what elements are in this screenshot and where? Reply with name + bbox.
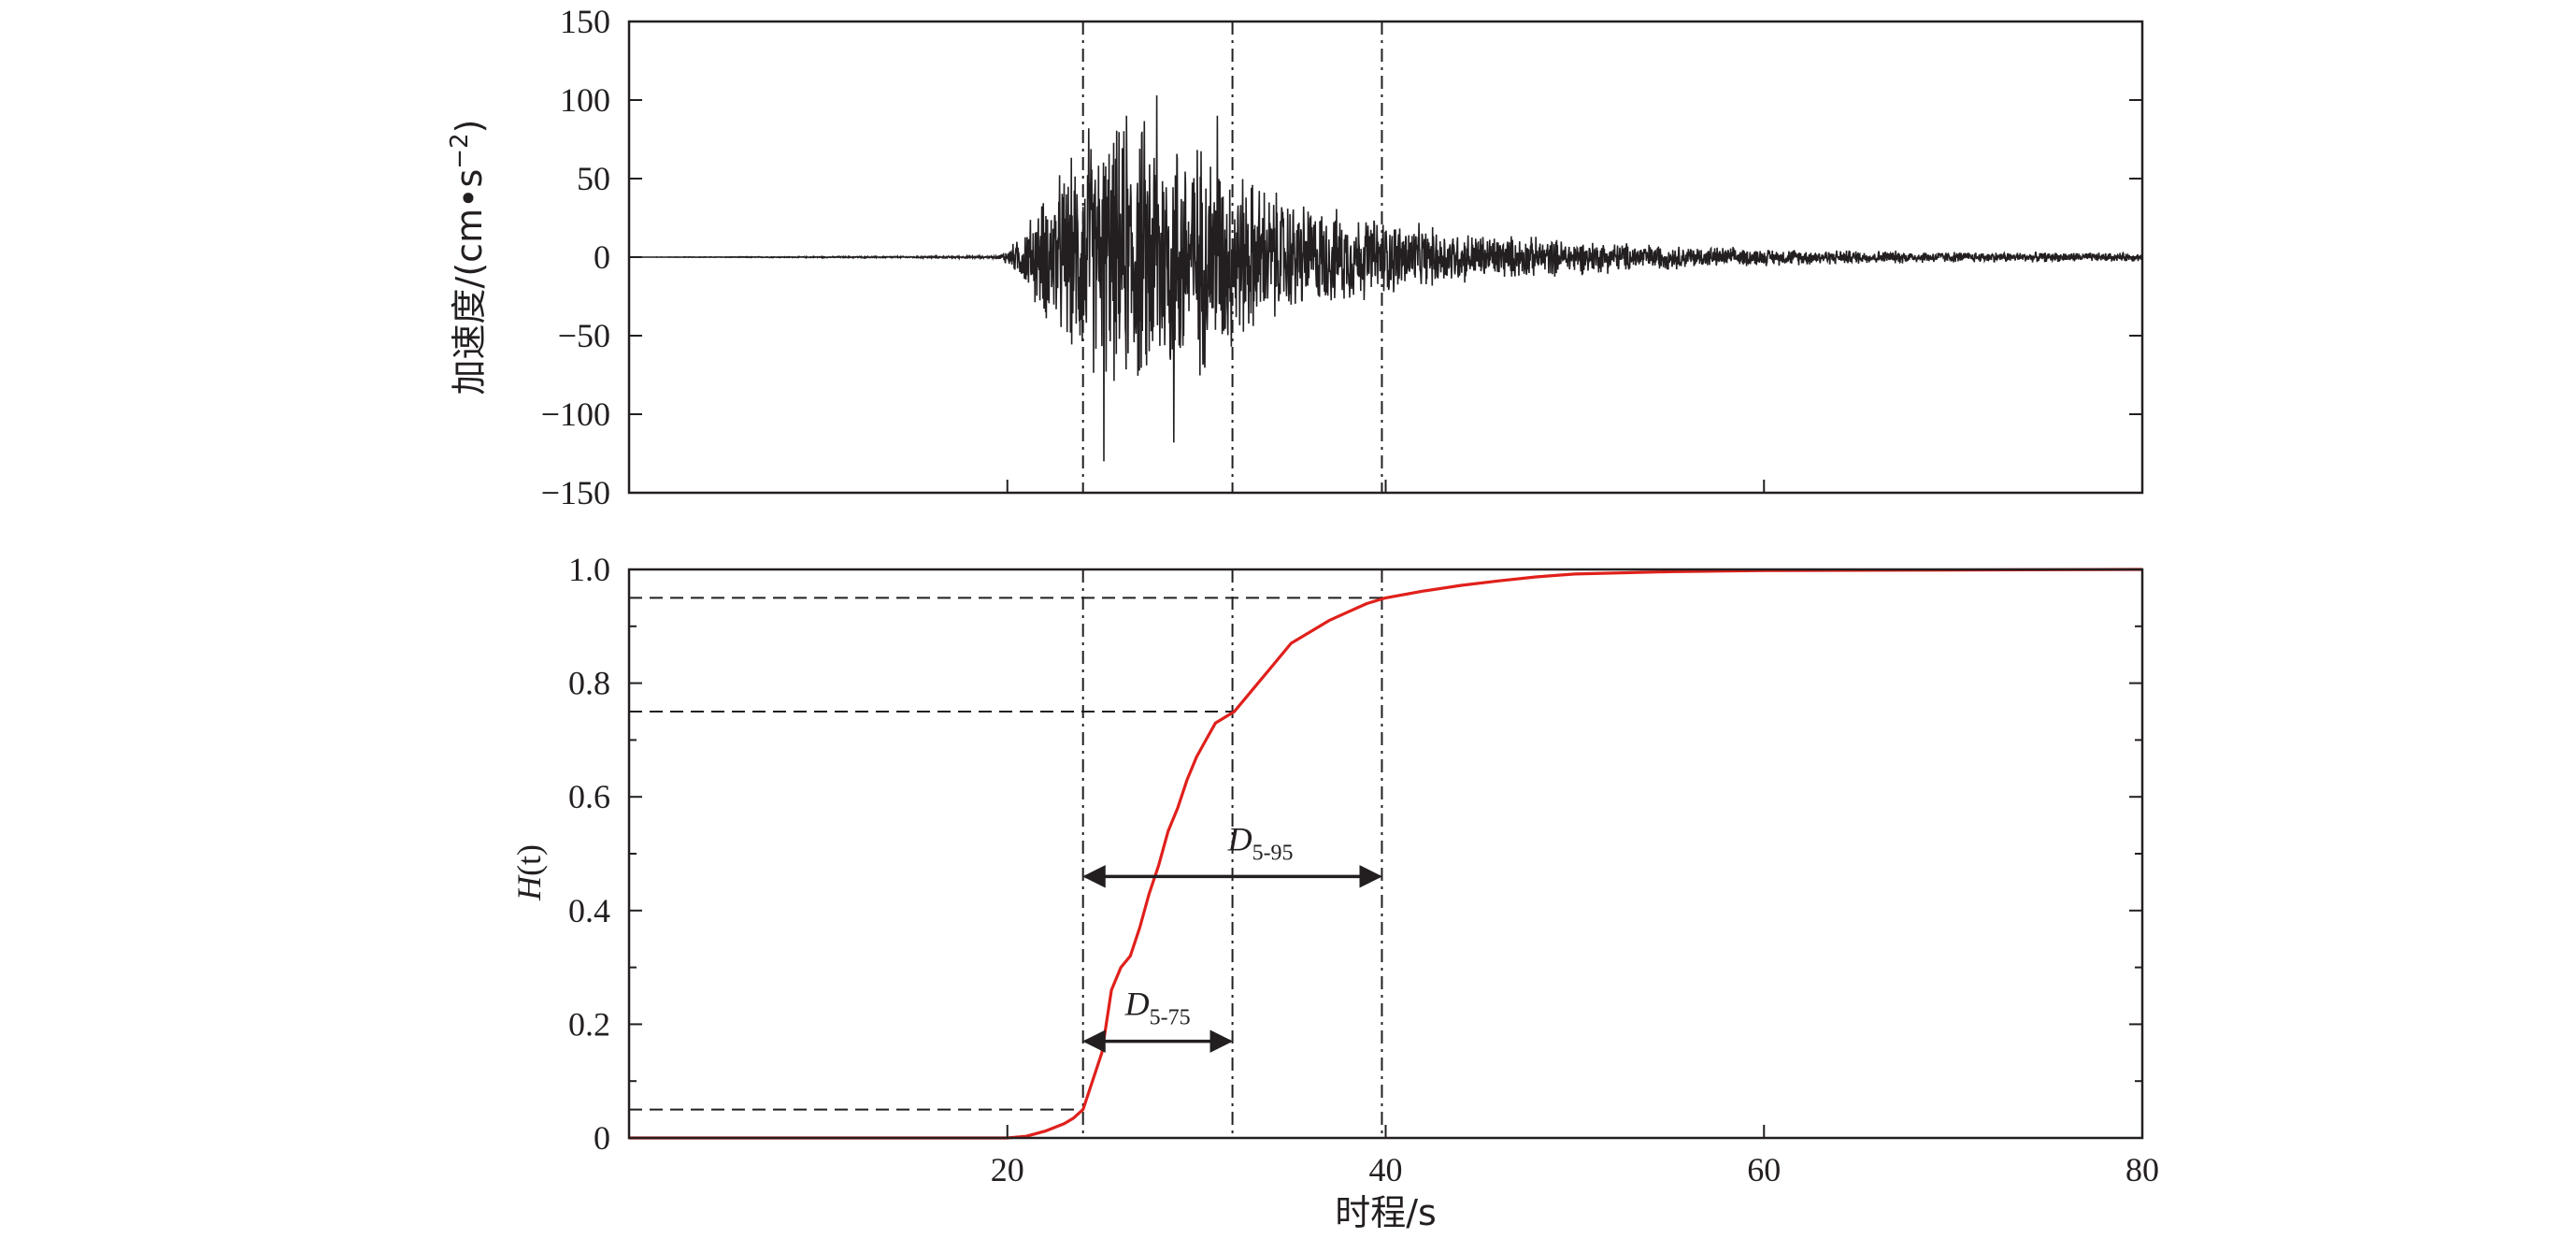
time-xtick-label: 80	[2125, 1151, 2159, 1188]
arias-ytick-label: 1.0	[568, 551, 610, 588]
time-axis-title: 时程/s	[1335, 1192, 1437, 1233]
acceleration-ytick-label: −50	[558, 317, 610, 354]
arias-ytick-label: 0.2	[568, 1005, 610, 1043]
acceleration-panel: 150 100 50 0 −50 −100 −150 加速度/(cm•s−2)	[446, 3, 2144, 511]
acceleration-axis-title: 加速度/(cm•s−2)	[446, 120, 490, 396]
time-xtick-label: 40	[1369, 1151, 1403, 1188]
arias-ytick-label: 0.6	[568, 778, 610, 815]
annotation-label-d5-75: D5-75	[1124, 986, 1191, 1030]
arias-series-line	[629, 568, 2143, 1140]
acceleration-ytick-label: 100	[560, 81, 610, 119]
acceleration-axis-title-main: 加速度/	[449, 276, 490, 395]
arias-axis-title-h: H	[510, 874, 548, 901]
arias-ytick-label: 0.4	[568, 892, 610, 929]
acceleration-ytick-label: 50	[577, 160, 610, 197]
arias-intensity-panel: 0 0.2 0.4 0.6 0.8 1.0 20 40 60 80 D5-95 D5-75 H(t)…	[510, 551, 2159, 1233]
arias-ytick-label: 0	[594, 1119, 610, 1157]
arias-axis-title: H(t)	[510, 844, 548, 901]
time-xtick-label: 60	[1747, 1151, 1781, 1188]
arias-plot-frame	[627, 568, 2144, 1140]
acceleration-ytick-label: −100	[541, 396, 610, 433]
acceleration-axis-title-exp: −2	[446, 133, 474, 168]
arias-axis-title-t: (t)	[510, 844, 548, 876]
acceleration-ytick-label: −150	[541, 474, 610, 511]
acceleration-series-line	[629, 94, 2143, 462]
arias-ytick-label: 0.8	[568, 665, 610, 702]
acceleration-axis-title-unit: (cm•s	[449, 169, 490, 277]
acceleration-axis-title-close: )	[449, 120, 490, 134]
acceleration-ytick-label: 0	[594, 238, 610, 276]
time-xtick-label: 20	[991, 1151, 1024, 1188]
acceleration-ytick-label: 150	[560, 3, 610, 40]
annotation-label-d5-95: D5-95	[1227, 820, 1294, 865]
